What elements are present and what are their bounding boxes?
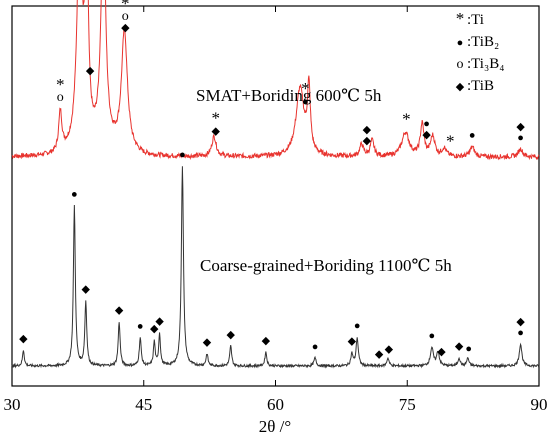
legend-label: :TiB bbox=[467, 78, 494, 94]
peak-marker: ◆ bbox=[422, 129, 431, 141]
peak-marker: ◆ bbox=[203, 336, 212, 348]
peak-marker: * bbox=[446, 132, 455, 151]
peak-marker: ● bbox=[179, 149, 186, 161]
peak-marker: ◆ bbox=[19, 333, 28, 345]
peak-marker: ● bbox=[423, 118, 430, 130]
x-tick-label: 60 bbox=[267, 395, 284, 414]
x-tick-label: 90 bbox=[531, 395, 548, 414]
legend-symbol: o bbox=[457, 57, 464, 72]
legend-symbol: ● bbox=[457, 37, 464, 49]
peak-marker: o bbox=[122, 9, 129, 24]
peak-marker: ● bbox=[354, 320, 361, 332]
peak-marker: ● bbox=[302, 96, 309, 108]
legend-label: :TiB₂ bbox=[467, 34, 499, 50]
peak-marker: ● bbox=[465, 343, 472, 355]
peak-marker: ◆ bbox=[226, 329, 235, 341]
peak-marker: ◆ bbox=[115, 305, 124, 317]
peak-marker: * bbox=[56, 75, 65, 94]
peak-marker: ● bbox=[71, 188, 78, 200]
peak-marker: ● bbox=[137, 320, 144, 332]
peak-marker: o bbox=[57, 90, 64, 105]
legend-symbol: * bbox=[456, 9, 465, 28]
series-line-smat bbox=[11, 0, 540, 161]
peak-marker: ● bbox=[517, 132, 524, 144]
series-layer bbox=[11, 0, 540, 369]
peak-marker: ◆ bbox=[82, 283, 91, 295]
peak-marker: ◆ bbox=[155, 315, 164, 327]
peak-marker: ◆ bbox=[385, 343, 394, 355]
peak-marker: * bbox=[402, 110, 411, 129]
legend-symbol: ◆ bbox=[456, 81, 465, 93]
peak-marker: ◆ bbox=[212, 125, 221, 137]
legend-label: :Ti bbox=[467, 12, 484, 28]
peak-marker: ● bbox=[312, 341, 319, 353]
x-axis: 30 45 60 75 90 bbox=[4, 6, 548, 414]
peak-marker: ◆ bbox=[375, 349, 384, 361]
peak-marker: ◆ bbox=[516, 121, 525, 133]
x-tick-label: 30 bbox=[4, 395, 21, 414]
series-line-coarse bbox=[11, 166, 540, 369]
legend-label: :Ti₃B₄ bbox=[467, 56, 504, 72]
peak-marker: ◆ bbox=[121, 22, 130, 34]
x-tick-label: 75 bbox=[399, 395, 416, 414]
peak-marker: ◆ bbox=[150, 323, 159, 335]
peak-marker: ◆ bbox=[363, 124, 372, 136]
peak-marker: ◆ bbox=[86, 65, 95, 77]
peak-marker: ● bbox=[517, 327, 524, 339]
peak-marker: ◆ bbox=[437, 346, 446, 358]
peak-marker: ◆ bbox=[262, 335, 271, 347]
peak-marker: ◆ bbox=[348, 335, 357, 347]
peak-marker: ◆ bbox=[516, 316, 525, 328]
peak-markers: o*●*◆o*◆o*◆*●*◆◆*◆●*●●◆◆●◆◆●◆◆●◆◆◆●◆●◆◆●… bbox=[19, 0, 525, 361]
peak-marker: ● bbox=[469, 130, 476, 142]
peak-marker: ● bbox=[429, 330, 436, 342]
peak-marker: ◆ bbox=[363, 135, 372, 147]
series-label-smat: SMAT+Boriding 600℃ 5h bbox=[196, 86, 382, 105]
x-axis-label: 2θ /° bbox=[259, 417, 291, 436]
x-tick-label: 45 bbox=[135, 395, 152, 414]
peak-marker: * bbox=[301, 79, 310, 98]
peak-marker: * bbox=[212, 108, 221, 127]
series-label-coarse: Coarse-grained+Boriding 1100℃ 5h bbox=[200, 256, 452, 275]
peak-marker: * bbox=[121, 0, 130, 13]
peak-marker: ◆ bbox=[455, 341, 464, 353]
